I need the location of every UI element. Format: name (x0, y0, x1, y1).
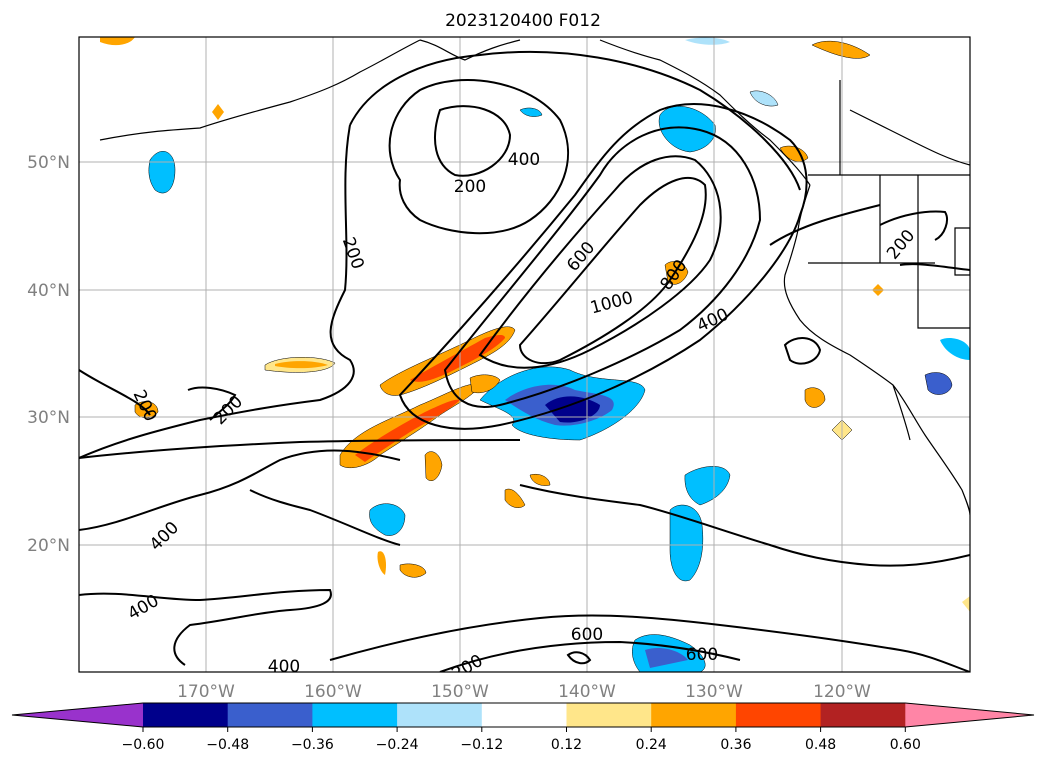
colorbar-segment (397, 703, 483, 727)
gridlines (79, 37, 970, 672)
lon-label-170w: 170°W (177, 682, 235, 702)
contour-label: 600 (571, 625, 603, 645)
colorbar-segment (566, 703, 652, 727)
colorbar-segment (227, 703, 313, 727)
colorbar-tick-label: −0.24 (376, 737, 419, 753)
colorbar-tick-label: 0.12 (551, 737, 582, 753)
negative-shading (148, 37, 970, 672)
lon-label-160w: 160°W (304, 682, 362, 702)
lon-label-150w: 150°W (431, 682, 489, 702)
colorbar-tick-label: −0.48 (206, 737, 249, 753)
latitude-labels: 50°N 40°N 30°N 20°N (27, 153, 70, 556)
map-title: 2023120400 F012 (445, 11, 601, 31)
positive-shading (100, 37, 970, 612)
contour-label: 600 (686, 645, 718, 665)
contour-label: 400 (268, 657, 300, 677)
colorbar-tick-label: −0.36 (291, 737, 334, 753)
coastlines (99, 39, 970, 516)
lat-label-40n: 40°N (27, 281, 70, 301)
lat-label-30n: 30°N (27, 408, 70, 428)
lon-label-120w: 120°W (813, 682, 871, 702)
map-area (79, 37, 970, 672)
map-frame (78, 36, 971, 673)
colorbar-segment (820, 703, 906, 727)
colorbar-tick-label: −0.60 (122, 737, 165, 753)
colorbar: −0.60 −0.48 −0.36 −0.24 −0.12 0.12 0.24 0.36 0.4… (11, 702, 1035, 753)
colorbar-extend-high (905, 703, 1034, 727)
colorbar-tick-label: 0.24 (636, 737, 667, 753)
lon-label-130w: 130°W (685, 682, 743, 702)
colorbar-tick-label: 0.48 (805, 737, 836, 753)
colorbar-segment (143, 703, 229, 727)
colorbar-segment (481, 703, 567, 727)
colorbar-segment (651, 703, 737, 727)
colorbar-extend-low (12, 703, 143, 727)
longitude-labels: 170°W 160°W 150°W 140°W 130°W 120°W (177, 682, 871, 702)
colorbar-segment (735, 703, 822, 727)
colorbar-tick-label: −0.12 (460, 737, 503, 753)
height-contours (79, 50, 970, 672)
contour-label: 400 (508, 150, 540, 170)
map-contents: 200 400 600 800 1000 400 200 200 200 200… (79, 37, 970, 677)
colorbar-segment (312, 703, 398, 727)
lat-label-20n: 20°N (27, 536, 70, 556)
contour-label: 200 (454, 177, 486, 197)
colorbar-tick-label: 0.60 (890, 737, 921, 753)
lon-label-140w: 140°W (558, 682, 616, 702)
colorbar-tick-label: 0.36 (720, 737, 751, 753)
lat-label-50n: 50°N (27, 153, 70, 173)
